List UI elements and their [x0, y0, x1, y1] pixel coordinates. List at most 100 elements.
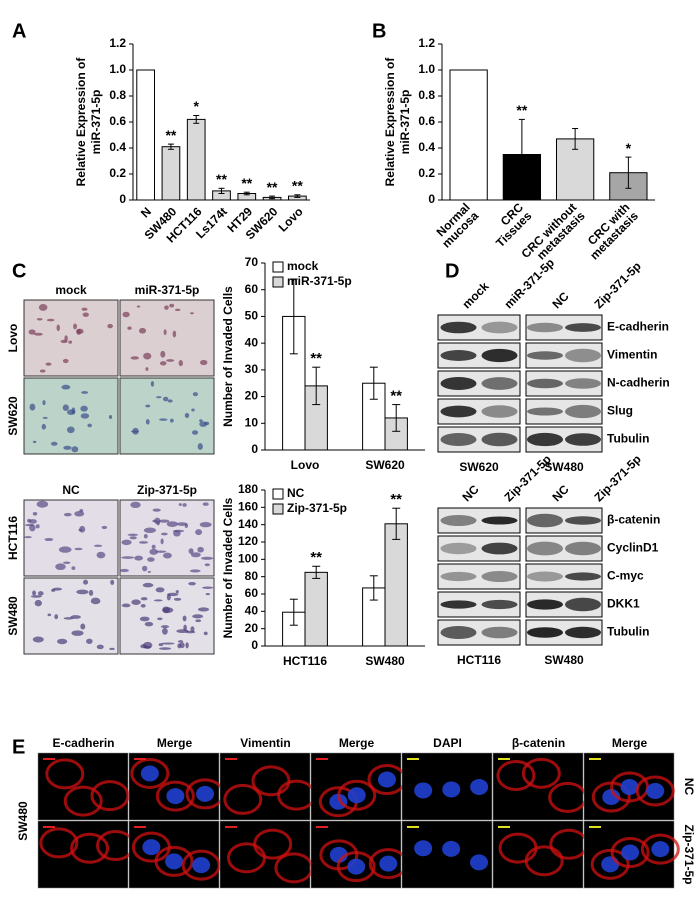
cell — [182, 615, 187, 622]
y-tick-label: 70 — [245, 255, 259, 269]
annotation: ** — [310, 350, 322, 367]
cell — [129, 536, 137, 540]
nucleus — [196, 785, 215, 802]
cell-line-label: SW480 — [544, 653, 584, 667]
cell — [96, 551, 106, 559]
cell-signal — [130, 757, 170, 789]
cell — [45, 362, 52, 366]
lane-label: NC — [459, 482, 481, 504]
cell — [190, 626, 195, 632]
cell — [162, 627, 168, 635]
cell — [145, 419, 150, 425]
blot — [525, 535, 603, 562]
column-label: β-catenin — [512, 736, 565, 750]
cell — [60, 339, 68, 344]
band — [481, 570, 518, 583]
column-label: Vimentin — [240, 736, 290, 750]
cell — [197, 607, 210, 612]
bar — [136, 69, 155, 201]
cell — [51, 588, 56, 592]
cell — [174, 308, 181, 312]
cell — [159, 647, 172, 650]
cell — [54, 614, 59, 620]
cell — [29, 403, 36, 411]
y-tick-label: 10 — [245, 415, 259, 429]
cell — [205, 593, 210, 596]
micrograph — [119, 377, 215, 455]
cell — [127, 326, 132, 330]
annotation: ** — [267, 179, 278, 195]
y-axis-label: Number of Invaded Cells — [221, 286, 235, 427]
cell — [191, 430, 199, 435]
cell — [32, 440, 37, 444]
cell — [144, 621, 154, 627]
cell-signal — [45, 758, 85, 790]
cell — [158, 519, 170, 523]
y-tick-label: 30 — [245, 362, 259, 376]
cell — [41, 423, 47, 430]
cell — [141, 565, 148, 572]
y-tick-label: 80 — [245, 569, 259, 583]
y-tick-label: 180 — [238, 482, 258, 496]
x-tick-label: Lovo — [291, 458, 320, 472]
cell — [192, 392, 198, 397]
cell — [131, 599, 141, 605]
legend-swatch — [272, 488, 284, 500]
cell — [82, 312, 89, 317]
lane-label: NC — [549, 289, 571, 311]
y-tick-label: 140 — [238, 517, 258, 531]
cell — [185, 642, 189, 649]
cell — [160, 538, 164, 545]
cell — [25, 523, 35, 527]
nucleus — [347, 858, 366, 875]
cell-signal — [640, 833, 680, 865]
y-tick-label: 0 — [251, 638, 258, 652]
cell — [175, 590, 179, 594]
nucleus — [165, 853, 184, 870]
cell — [30, 595, 42, 598]
annotation: ** — [165, 127, 176, 143]
cell — [62, 404, 69, 411]
lane-label: Zip-371-5p — [591, 259, 643, 311]
cell — [32, 511, 38, 516]
row-label: Zip-371-5p — [682, 824, 696, 884]
cell — [80, 405, 88, 412]
cell — [192, 614, 204, 619]
annotation: ** — [241, 175, 252, 191]
cell — [127, 533, 139, 537]
micrograph — [23, 499, 119, 577]
cell — [130, 356, 139, 360]
cell — [36, 500, 49, 508]
cell — [50, 441, 58, 446]
column-label: mock — [55, 283, 87, 297]
cell — [73, 323, 78, 330]
cell — [119, 568, 129, 573]
cell — [145, 404, 151, 408]
cell — [167, 399, 173, 403]
protein-label: Slug — [607, 404, 633, 418]
nucleus — [414, 840, 433, 857]
band — [440, 405, 477, 418]
annotation: ** — [390, 388, 402, 405]
y-tick-label: 0.6 — [418, 114, 435, 128]
cell — [159, 418, 168, 421]
lane-label: miR-371-5p — [501, 256, 557, 312]
cell — [197, 546, 204, 553]
cell — [34, 332, 43, 336]
cell — [56, 324, 60, 332]
cell — [197, 443, 203, 450]
micrograph — [119, 299, 215, 377]
band — [481, 542, 518, 555]
cell — [202, 502, 209, 506]
band — [481, 405, 518, 418]
cell — [121, 556, 135, 559]
cell — [164, 305, 169, 310]
cell — [204, 421, 210, 426]
y-tick-label: 0 — [251, 442, 258, 456]
cell-signal — [70, 832, 110, 864]
cell — [159, 361, 167, 366]
y-tick-label: 40 — [245, 335, 259, 349]
x-tick-label: Lovo — [276, 204, 306, 234]
cell — [202, 586, 214, 589]
row-label: NC — [682, 778, 696, 796]
